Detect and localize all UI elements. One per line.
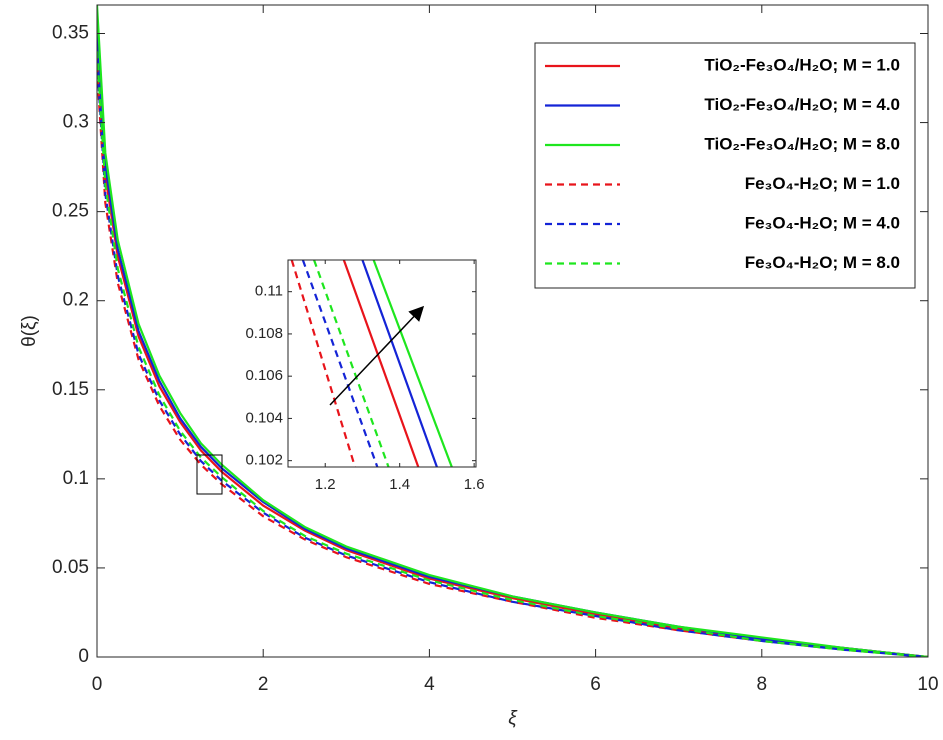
zoom-box	[196, 454, 223, 495]
y-tick-label: 0	[78, 646, 89, 667]
x-tick-label: 10	[917, 674, 938, 695]
y-tick-label: 0.1	[63, 468, 89, 489]
data-line	[301, 260, 379, 467]
legend-label: TiO₂-Fe₃O₄/H₂O; M = 4.0	[704, 95, 900, 114]
x-tick-label: 1.4	[389, 476, 410, 493]
data-line	[97, 47, 928, 657]
y-tick-label: 0.104	[245, 409, 283, 426]
y-tick-label: 0.15	[52, 379, 89, 400]
y-axis-label: θ(ξ)	[19, 315, 40, 347]
axes-box	[287, 259, 477, 468]
data-line	[290, 260, 357, 467]
y-tick-label: 0.35	[52, 23, 89, 44]
y-tick-label: 0.25	[52, 201, 89, 222]
x-tick-label: 4	[424, 674, 435, 695]
legend-label: Fe₃O₄-H₂O; M = 4.0	[745, 213, 900, 232]
y-tick-label: 0.3	[63, 112, 89, 133]
data-line	[313, 260, 390, 467]
axes-box	[96, 4, 929, 658]
legend-label: Fe₃O₄-H₂O; M = 8.0	[745, 253, 900, 272]
x-tick-label: 2	[258, 674, 269, 695]
legend-label: TiO₂-Fe₃O₄/H₂O; M = 8.0	[704, 134, 900, 153]
data-line	[372, 260, 453, 467]
x-tick-label: 0	[92, 674, 103, 695]
legend: TiO₂-Fe₃O₄/H₂O; M = 1.0 TiO₂-Fe₃O₄/H₂O; M…	[534, 42, 916, 289]
y-tick-label: 0.108	[245, 325, 283, 342]
x-tick-label: 8	[757, 674, 768, 695]
y-tick-label: 0.05	[52, 557, 89, 578]
data-line	[97, 51, 928, 657]
legend-label: TiO₂-Fe₃O₄/H₂O; M = 1.0	[704, 55, 900, 74]
data-line	[361, 260, 438, 467]
y-tick-label: 0.11	[255, 283, 283, 300]
legend-box	[534, 42, 916, 289]
inset-plot: 1.2 1.4 1.6 0.102 0.104 0.106 0.108 0.11	[245, 259, 485, 493]
main-plot: 0 2 4 6 8 10 0 0.05 0.1 0.15 0.2 0.25 0.3 0.35 ξ θ(ξ) Ti…	[19, 4, 939, 729]
trend-arrow	[329, 305, 425, 406]
data-line	[97, 69, 928, 657]
data-line	[342, 260, 420, 467]
x-axis-label: ξ	[508, 708, 518, 729]
x-tick-label: 1.6	[464, 476, 485, 493]
x-tick-label: 6	[590, 674, 601, 695]
y-tick-label: 0.2	[63, 290, 89, 311]
y-tick-label: 0.106	[245, 367, 283, 384]
data-line	[97, 5, 928, 657]
x-tick-label: 1.2	[315, 476, 336, 493]
data-line	[97, 60, 928, 657]
y-tick-label: 0.102	[245, 452, 283, 469]
legend-label: Fe₃O₄-H₂O; M = 1.0	[745, 174, 900, 193]
